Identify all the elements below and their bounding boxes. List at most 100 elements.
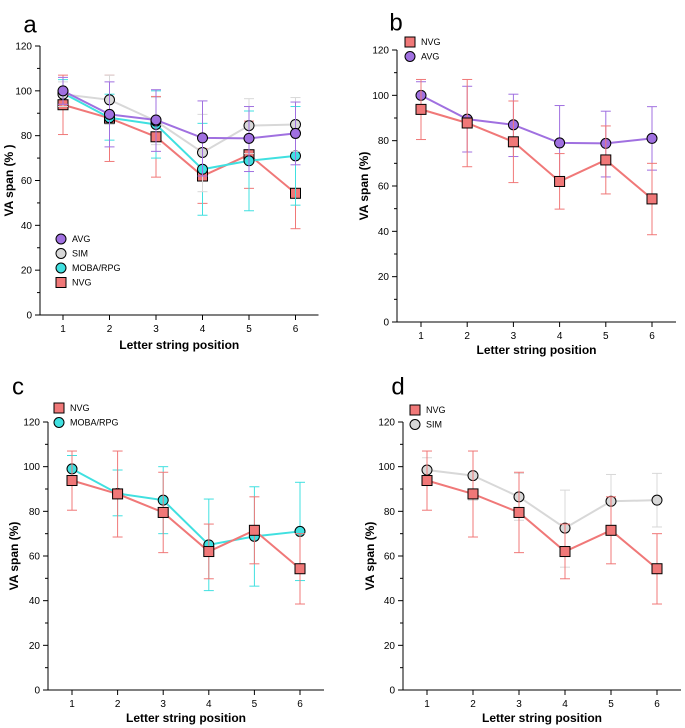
data-point: [421, 475, 433, 487]
x-tick-label: 5: [252, 699, 258, 710]
x-tick-label: 4: [562, 699, 568, 710]
x-tick-label: 2: [470, 699, 476, 710]
data-point: [104, 108, 115, 120]
legend-marker: [55, 248, 67, 259]
data-point: [605, 524, 617, 536]
x-tick-label: 6: [649, 331, 655, 342]
panel-b: b 0 20 40 60 80 100 120 1 2 3 4 5 6 Letter string posi…: [357, 9, 676, 357]
data-point: [157, 506, 169, 518]
panel-letter: c: [12, 373, 24, 400]
data-point: [66, 475, 78, 487]
x-tick-label: 6: [293, 324, 299, 335]
x-tick-label: 3: [516, 699, 522, 710]
legend-label: AVG: [72, 234, 90, 244]
y-tick-label: 120: [378, 418, 395, 429]
y-tick-label: 20: [378, 272, 390, 283]
x-tick-label: 6: [654, 699, 660, 710]
series-line: [62, 92, 296, 171]
panel-letter: b: [389, 9, 402, 36]
data-point: [507, 136, 519, 148]
series-sim: [421, 450, 663, 568]
series-line: [62, 103, 297, 195]
y-axis-title: VA span (%): [363, 522, 377, 591]
legend-label: NVG: [421, 37, 441, 47]
legend-label: MOBA/RPG: [70, 418, 119, 428]
y-axis-title: VA span (% ): [2, 144, 16, 216]
panel-letter: a: [23, 11, 37, 38]
x-tick-label: 1: [60, 324, 66, 335]
data-point: [243, 132, 255, 144]
y-tick-label: 40: [384, 596, 396, 607]
y-tick-label: 0: [383, 318, 389, 329]
y-tick-label: 0: [34, 686, 40, 697]
x-tick-label: 3: [160, 699, 166, 710]
y-tick-label: 80: [29, 507, 41, 518]
data-point: [554, 175, 566, 187]
y-tick-label: 60: [21, 176, 33, 187]
panel-d: d 0 20 40 60 80 100 120 1 2 3 4 5 6 Letter string posi…: [363, 373, 681, 725]
y-tick-label: 80: [21, 131, 33, 142]
y-tick-label: 120: [23, 418, 40, 429]
data-point: [290, 127, 301, 139]
legend-label: MOBA/RPG: [72, 263, 121, 273]
y-tick-label: 0: [26, 311, 32, 322]
legend-label: AVG: [421, 52, 439, 62]
data-point: [57, 85, 69, 97]
y-tick-label: 100: [15, 86, 32, 97]
x-tick-label: 5: [603, 331, 609, 342]
y-tick-label: 100: [378, 462, 395, 473]
legend-label: NVG: [72, 278, 92, 288]
legend-marker: [53, 402, 65, 414]
series-line: [71, 479, 301, 570]
y-tick-label: 40: [378, 227, 390, 238]
x-tick-label: 2: [115, 699, 121, 710]
x-axis-title: Letter string position: [477, 343, 597, 357]
legend-marker: [53, 417, 65, 428]
y-axis-title: VA span (%): [7, 522, 21, 591]
x-tick-label: 4: [206, 699, 212, 710]
x-tick-label: 5: [246, 324, 252, 335]
legend-marker: [55, 262, 67, 274]
data-point: [651, 563, 663, 575]
x-axis-title: Letter string position: [482, 711, 602, 725]
y-tick-label: 20: [29, 641, 41, 652]
legend: NVG AVG: [404, 36, 441, 62]
x-tick-label: 2: [464, 331, 470, 342]
data-point: [651, 494, 663, 506]
y-tick-label: 40: [21, 221, 33, 232]
legend-label: NVG: [426, 405, 446, 415]
data-point: [203, 546, 215, 558]
legend: NVG MOBA/RPG: [53, 402, 119, 428]
legend-label: NVG: [70, 403, 90, 413]
y-axis-title: VA span (%): [357, 152, 371, 221]
series-nvg: [415, 78, 658, 236]
data-point: [646, 132, 658, 144]
panel-letter: d: [391, 373, 404, 400]
legend-marker: [404, 51, 416, 62]
data-point: [248, 524, 260, 536]
y-tick-label: 80: [384, 507, 396, 518]
series-moba-rpg: [57, 79, 301, 216]
series-avg: [57, 76, 301, 177]
panel-a: a 0 20 40 60 80 100 120 1 2 3 4 5 6 Letter string posi…: [2, 11, 319, 352]
y-tick-label: 60: [29, 552, 41, 563]
series-line: [71, 468, 301, 546]
series-sim: [57, 74, 301, 193]
y-tick-label: 100: [372, 91, 389, 102]
x-tick-label: 4: [557, 331, 563, 342]
y-tick-label: 20: [21, 266, 33, 277]
series-line: [62, 93, 296, 154]
data-point: [559, 546, 571, 558]
legend-marker: [409, 419, 421, 430]
x-tick-label: 5: [608, 699, 614, 710]
x-tick-label: 2: [107, 324, 113, 335]
series-nvg: [421, 450, 663, 605]
x-tick-label: 3: [511, 331, 517, 342]
series-avg: [415, 81, 658, 182]
legend-marker: [55, 277, 67, 288]
y-tick-label: 120: [372, 46, 389, 57]
series-line: [420, 94, 653, 145]
data-point: [294, 563, 306, 575]
data-point: [150, 114, 162, 126]
